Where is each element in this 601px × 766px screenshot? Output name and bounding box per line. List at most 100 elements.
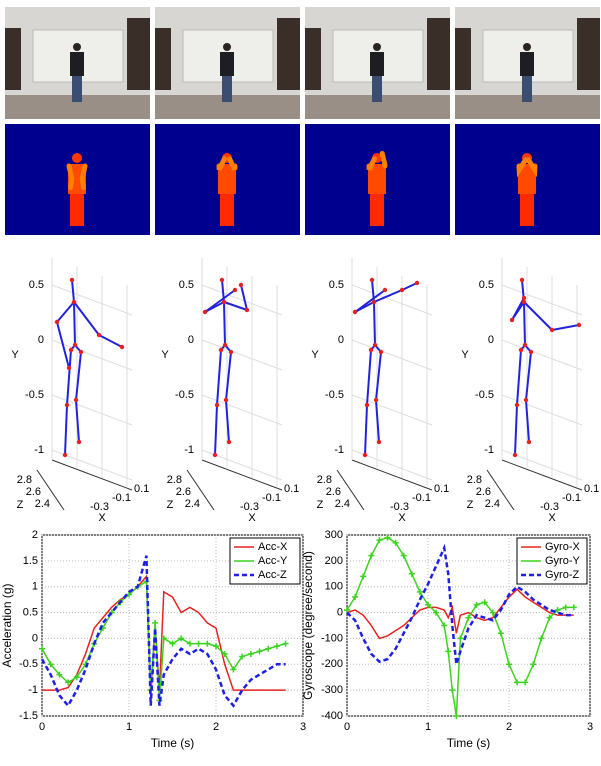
bookshelf (305, 28, 321, 90)
x-tick-label: -0.3 (90, 501, 109, 513)
series-marker (376, 537, 383, 544)
z-tick-label: 2.6 (26, 486, 41, 498)
axis-line (486, 469, 515, 511)
series-marker (213, 643, 219, 650)
bone (523, 301, 526, 346)
axis-line (351, 459, 433, 491)
series-marker (481, 599, 488, 606)
bookshelf (5, 28, 21, 90)
joint (221, 299, 227, 305)
joint (223, 397, 229, 403)
joint (71, 299, 77, 305)
bone (364, 404, 368, 456)
joint (238, 282, 244, 288)
y-axis-label: Y (161, 349, 169, 361)
bookshelf (155, 28, 171, 90)
bone (375, 351, 382, 401)
series-marker (178, 635, 185, 642)
series-marker (506, 661, 512, 668)
bone (373, 289, 403, 303)
z-tick-label: 2.4 (335, 498, 350, 510)
x-tick-label: 0.1 (434, 483, 449, 495)
joint (378, 349, 384, 355)
chart-row: -1.5 -1 -0.5 0 0.5 1 1.5 2 0 1 2 3 Time (s) Accelerat… (0, 529, 593, 750)
series-marker (195, 640, 202, 647)
series-marker (247, 650, 254, 657)
x-tick-label: 1 (425, 721, 431, 733)
x-tick-label: 0.1 (284, 483, 299, 495)
joint (226, 439, 232, 445)
joint (368, 347, 374, 353)
y-tick-label: 0 (188, 334, 194, 346)
x-tick-label: 2 (213, 721, 219, 733)
y-tick-label: -1.5 (19, 710, 38, 722)
series-marker (465, 614, 472, 621)
bone (225, 351, 232, 401)
series-marker (256, 648, 263, 655)
series-marker (570, 604, 577, 611)
grid-line (501, 339, 583, 371)
z-tick-label: 2.6 (476, 486, 491, 498)
joint (576, 322, 582, 328)
x-tick-label: -0.1 (562, 492, 581, 504)
person-legs (72, 76, 82, 102)
x-axis-label: Time (s) (151, 736, 195, 750)
x-tick-label: -0.3 (240, 501, 259, 513)
bone (56, 321, 70, 369)
bone (98, 334, 123, 348)
x-tick-label: 0.1 (134, 483, 149, 495)
joint (549, 327, 555, 333)
axis-line (201, 459, 283, 491)
axis-line (36, 469, 65, 511)
y-tick-label: -0.5 (325, 389, 344, 401)
series-marker (344, 606, 350, 613)
z-tick-label: 2.4 (185, 498, 200, 510)
series-marker (514, 679, 521, 686)
depth-arm (216, 156, 227, 171)
depth-arm (66, 163, 75, 191)
bone (375, 399, 380, 443)
joint (509, 317, 515, 323)
series-marker (489, 609, 496, 616)
y-axis-label: Y (311, 349, 319, 361)
bone (225, 399, 230, 443)
bone (373, 301, 376, 346)
series-marker (39, 645, 45, 652)
series-marker (65, 679, 72, 686)
joint (54, 319, 60, 325)
joint (73, 397, 79, 403)
joint (62, 452, 68, 458)
joint (232, 287, 238, 293)
legend-label: Acc-Z (258, 569, 287, 581)
series-marker (282, 640, 289, 647)
bone (551, 324, 580, 331)
person-body (220, 52, 234, 76)
x-tick-label: 0 (344, 721, 350, 733)
joint (519, 277, 525, 283)
bookshelf (427, 18, 450, 90)
z-tick-label: 2.6 (326, 486, 341, 498)
series-marker (497, 630, 504, 637)
y-axis-label: Y (11, 349, 19, 361)
skeleton-row: 0.50-0.5-12.82.62.4 -0.3-0.10.1YZX0.50-0.… (11, 258, 599, 524)
series-marker (56, 671, 63, 678)
grid-line (51, 394, 133, 426)
y-tick-label: 100 (325, 581, 343, 593)
joint (514, 402, 520, 408)
person-legs (222, 76, 232, 102)
joint (214, 402, 220, 408)
series-marker (352, 594, 359, 601)
depth-arm (525, 157, 538, 178)
series-marker (186, 640, 193, 647)
series-marker (473, 601, 480, 608)
y-tick-label: -1 (184, 444, 194, 456)
depth-arm (227, 156, 238, 171)
series-marker (554, 606, 561, 613)
series-marker (400, 552, 407, 559)
bone (73, 301, 76, 346)
depth-row (5, 124, 600, 235)
depth-legs (520, 194, 534, 226)
joint (78, 349, 84, 355)
depth-body (368, 164, 386, 194)
y-tick-label: 0 (338, 334, 344, 346)
